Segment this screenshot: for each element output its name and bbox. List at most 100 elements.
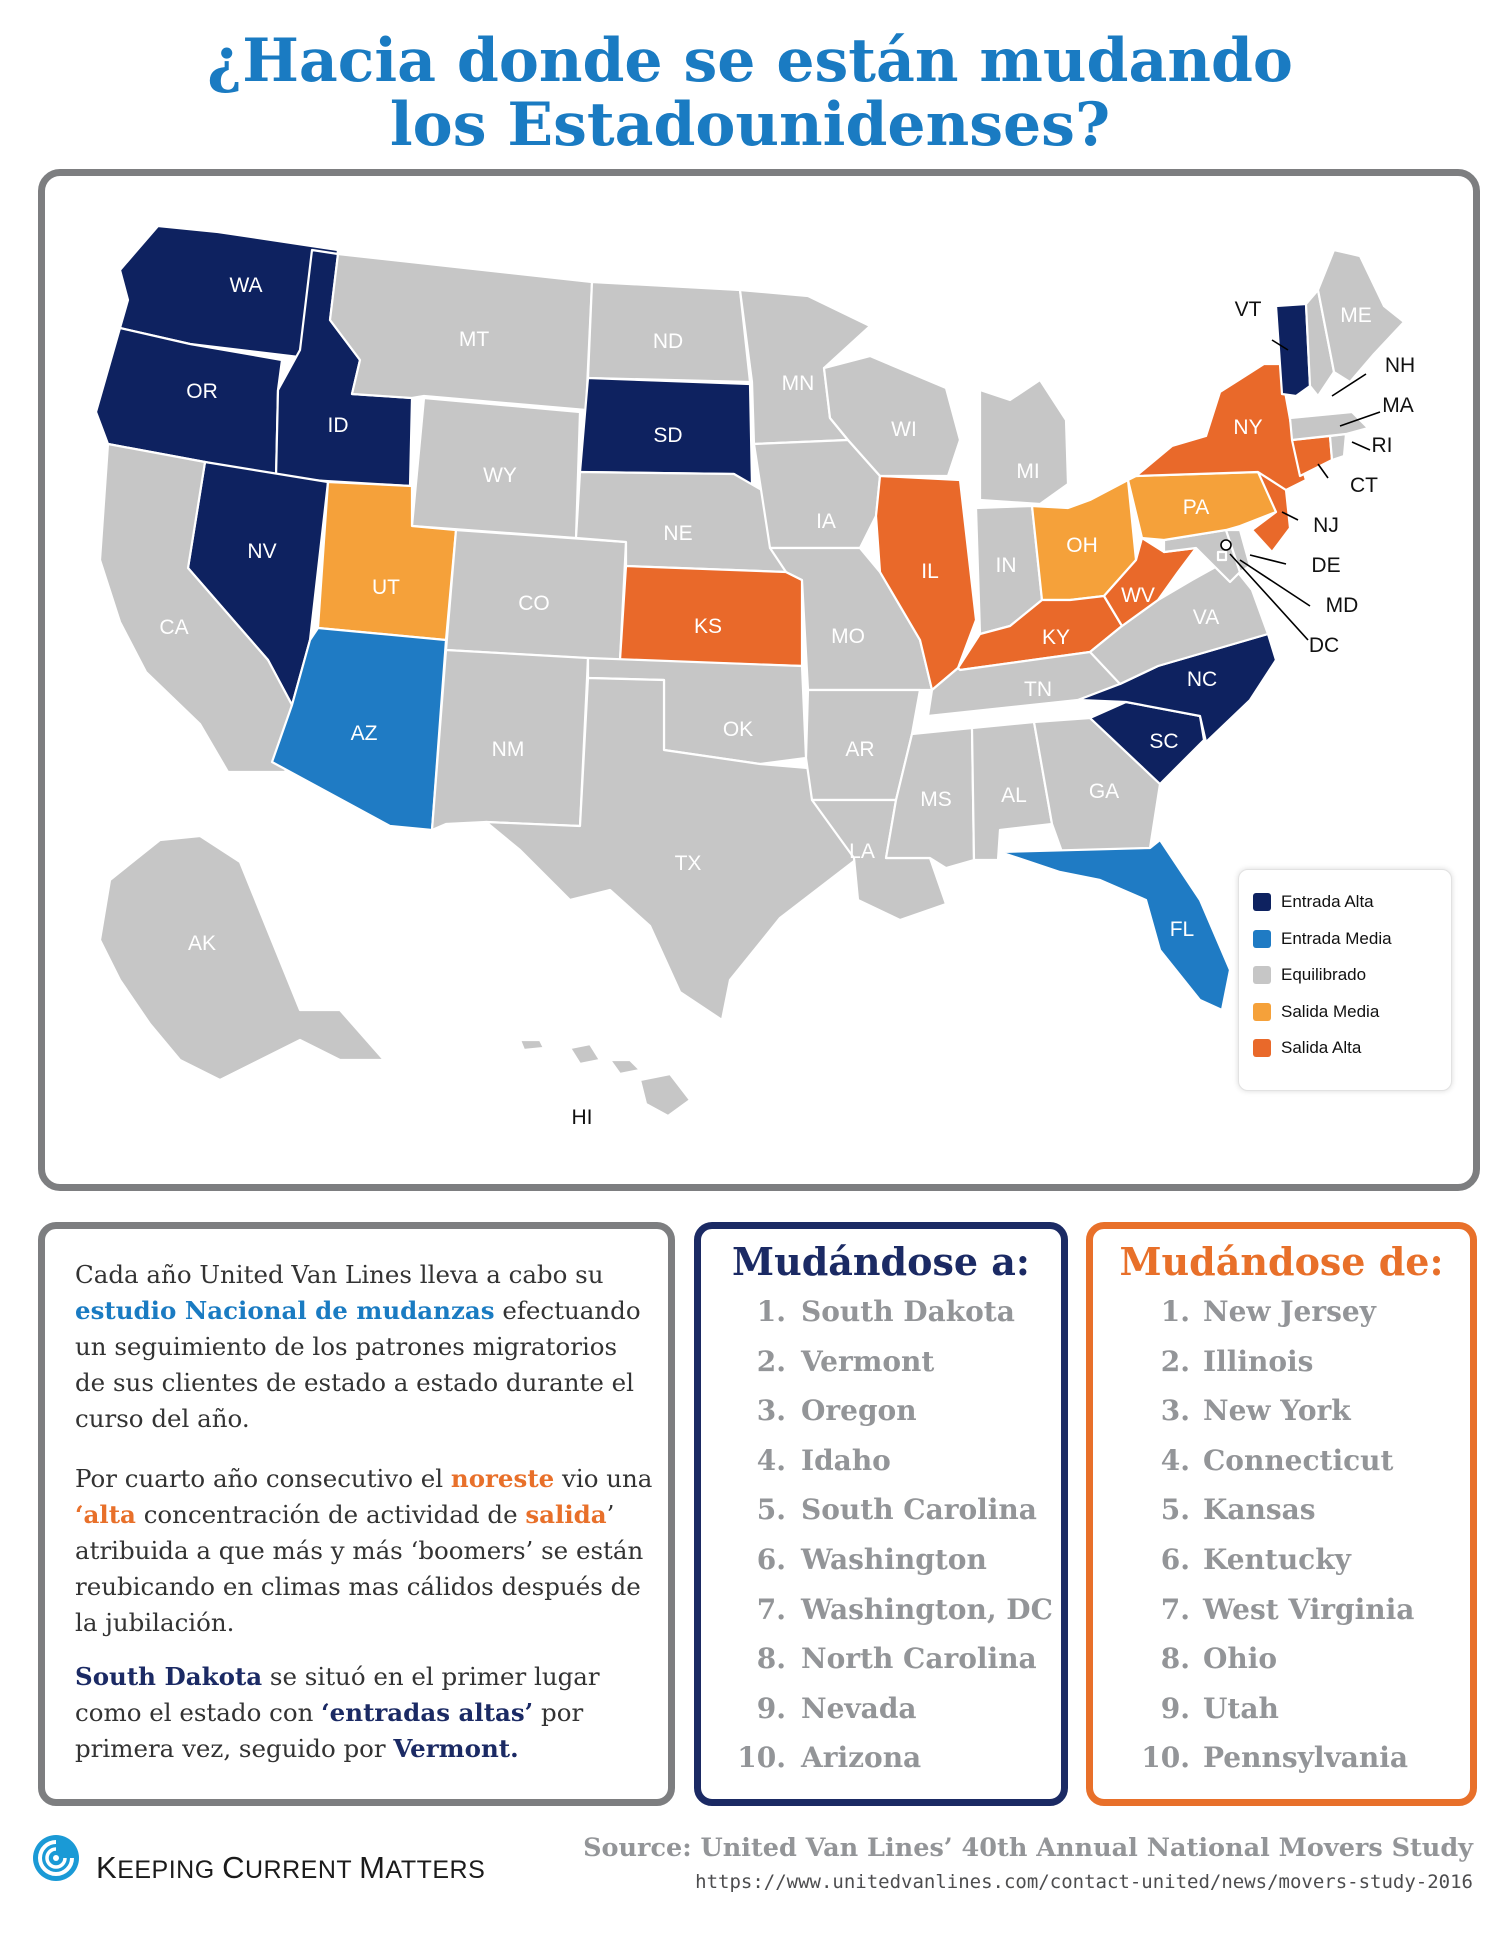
state-label-wa: WA: [229, 274, 262, 297]
state-ks: [618, 564, 804, 668]
rank-number: 4.: [1160, 1443, 1190, 1477]
state-ri: [1328, 432, 1348, 462]
state-label-ny: NY: [1233, 416, 1262, 439]
state-vt: [1274, 302, 1312, 398]
info-text: vio una: [554, 1464, 653, 1493]
state-tx: [484, 676, 860, 1022]
info-highlight: Vermont.: [393, 1734, 519, 1763]
rank-number: 5.: [1160, 1493, 1190, 1527]
state-label-nh: NH: [1385, 354, 1415, 377]
state-label-de: DE: [1311, 554, 1340, 577]
legend-swatch: [1253, 893, 1271, 911]
info-box: Cada año United Van Lines lleva a cabo s…: [38, 1222, 675, 1806]
state-ct: [1290, 434, 1334, 478]
keeping-current-matters-logo: [33, 1835, 79, 1881]
rank-number: 2.: [1160, 1344, 1190, 1378]
rank-number: 3.: [1160, 1394, 1190, 1428]
state-label-oh: OH: [1066, 534, 1098, 557]
legend-label: Salida Media: [1281, 1002, 1380, 1021]
state-label-ky: KY: [1042, 626, 1070, 649]
state-label-tn: TN: [1024, 678, 1052, 701]
state-label-ma: MA: [1382, 394, 1414, 417]
moving-to-list: 1. South Dakota 2. Vermont 3. Oregon 4. Idaho 5.…: [701, 1295, 1061, 1791]
info-highlight: ‘alta: [75, 1500, 136, 1529]
rank-number: 1.: [756, 1295, 786, 1328]
state-name: Arizona: [801, 1741, 922, 1775]
state-fl: [998, 838, 1232, 1012]
state-name: West Virginia: [1203, 1592, 1415, 1626]
state-name: Nevada: [801, 1691, 917, 1725]
info-text: Por cuarto año consecutivo el: [75, 1464, 451, 1493]
info-paragraph-3: South Dakota se situó en el primer lugar…: [75, 1659, 655, 1767]
state-label-fl: FL: [1170, 918, 1195, 941]
state-name: North Carolina: [801, 1642, 1037, 1676]
rank-number: 9.: [756, 1691, 786, 1725]
info-highlight: South Dakota: [75, 1662, 263, 1691]
state-label-sd: SD: [653, 424, 682, 447]
state-label-ri: RI: [1372, 434, 1393, 457]
state-label-in: IN: [996, 554, 1017, 577]
moving-from-item: 6. Kentucky: [1093, 1543, 1470, 1593]
state-name: New York: [1203, 1394, 1351, 1428]
moving-from-item: 4. Connecticut: [1093, 1444, 1470, 1494]
state-wi: [822, 354, 962, 478]
legend-label: Entrada Alta: [1281, 892, 1374, 911]
moving-to-item: 4. Idaho: [701, 1444, 1061, 1494]
moving-from-title: Mudándose de:: [1119, 1239, 1444, 1284]
brand-initial: K: [96, 1850, 118, 1885]
moving-from-item: 7. West Virginia: [1093, 1593, 1470, 1643]
state-name: Ohio: [1203, 1642, 1278, 1676]
moving-to-item: 1. South Dakota: [701, 1295, 1061, 1345]
rank-number: 2.: [756, 1344, 786, 1378]
moving-from-item: 3. New York: [1093, 1394, 1470, 1444]
state-label-mo: MO: [831, 625, 865, 648]
page-title-line-1: ¿Hacia donde se están mudando: [207, 26, 1293, 96]
state-label-mt: MT: [459, 328, 489, 351]
state-label-me: ME: [1340, 304, 1372, 327]
rank-number: 3.: [756, 1394, 786, 1428]
info-text: efectuando un seguimiento de los patrone…: [75, 1296, 641, 1433]
moving-to-title: Mudándose a:: [732, 1239, 1030, 1284]
state-label-id: ID: [328, 414, 349, 437]
state-label-ak: AK: [188, 932, 216, 955]
rank-number: 10.: [1141, 1741, 1190, 1775]
state-name: Kansas: [1203, 1493, 1316, 1527]
rank-number: 8.: [1160, 1642, 1190, 1676]
legend-swatch: [1253, 930, 1271, 948]
state-label-wi: WI: [891, 418, 917, 441]
state-label-nd: ND: [653, 330, 683, 353]
info-text: por primera vez, seguido por: [75, 1698, 584, 1763]
rank-number: 6.: [1160, 1542, 1190, 1576]
state-label-ms: MS: [920, 788, 952, 811]
info-highlight: estudio Nacional de mudanzas: [75, 1296, 495, 1325]
moving-from-item: 2. Illinois: [1093, 1345, 1470, 1395]
moving-to-item: 3. Oregon: [701, 1394, 1061, 1444]
state-name: South Dakota: [801, 1295, 1015, 1328]
moving-from-item: 9. Utah: [1093, 1692, 1470, 1742]
state-name: Illinois: [1203, 1344, 1314, 1378]
moving-from-item: 10. Pennsylvania: [1093, 1741, 1470, 1791]
rank-number: 10.: [737, 1741, 786, 1775]
moving-from-list: 1. New Jersey 2. Illinois 3. New York 4. Connec…: [1093, 1295, 1470, 1791]
info-highlight: salida: [525, 1500, 607, 1529]
moving-from-item: 1. New Jersey: [1093, 1295, 1470, 1345]
rank-number: 5.: [756, 1493, 786, 1527]
state-name: Kentucky: [1203, 1542, 1351, 1576]
rank-number: 7.: [1160, 1592, 1190, 1626]
legend-label: Entrada Media: [1281, 929, 1392, 948]
moving-to-item: 9. Nevada: [701, 1692, 1061, 1742]
state-name: Utah: [1203, 1691, 1279, 1725]
state-name: Pennsylvania: [1203, 1741, 1409, 1775]
info-highlight: ‘entradas altas’: [321, 1698, 534, 1727]
state-nh: [1304, 288, 1336, 398]
info-text: ’ atribuida a que más y más ‘boomers’ se…: [75, 1500, 644, 1637]
moving-to-item: 8. North Carolina: [701, 1642, 1061, 1692]
source-citation: Source: United Van Lines’ 40th Annual Na…: [583, 1833, 1473, 1863]
state-name: South Carolina: [801, 1493, 1037, 1527]
state-name: Connecticut: [1203, 1443, 1394, 1477]
state-label-mi: MI: [1016, 460, 1039, 483]
state-label-ks: KS: [694, 615, 722, 638]
state-label-mn: MN: [782, 372, 815, 395]
state-label-wv: WV: [1121, 584, 1155, 607]
state-nd: [586, 280, 752, 384]
